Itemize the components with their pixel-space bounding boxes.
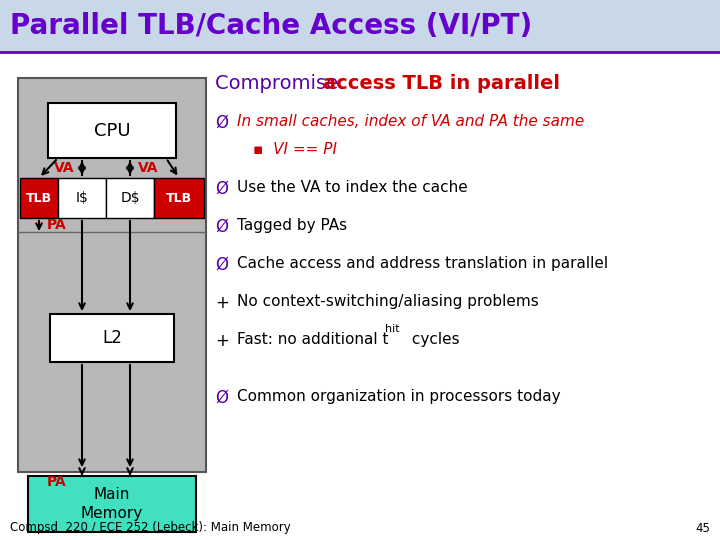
Bar (20, 178, 204, 218)
Text: access TLB in parallel: access TLB in parallel (323, 74, 560, 93)
Text: In small caches, index of VA and PA the same: In small caches, index of VA and PA the … (237, 114, 584, 129)
Text: Use the VA to index the cache: Use the VA to index the cache (237, 180, 468, 195)
Text: CPU: CPU (94, 122, 130, 139)
Bar (154, 178, 204, 218)
Text: VA: VA (138, 161, 158, 175)
Text: Common organization in processors today: Common organization in processors today (237, 389, 561, 404)
Text: TLB: TLB (166, 192, 192, 205)
Text: +: + (215, 294, 229, 312)
Text: Ø: Ø (215, 114, 228, 132)
Text: D$: D$ (120, 191, 140, 205)
Text: 45: 45 (695, 522, 710, 535)
Text: Parallel TLB/Cache Access (VI/PT): Parallel TLB/Cache Access (VI/PT) (10, 12, 532, 40)
Bar (58, 178, 106, 218)
Bar (48, 103, 176, 158)
Bar (20, 178, 58, 218)
Bar (18, 78, 206, 472)
Bar (50, 314, 174, 362)
Text: Compsd  220 / ECE 252 (Lebeck): Main Memory: Compsd 220 / ECE 252 (Lebeck): Main Memo… (10, 522, 291, 535)
Text: +: + (215, 332, 229, 350)
Text: I$: I$ (76, 191, 89, 205)
Text: hit: hit (385, 324, 400, 334)
Text: Cache access and address translation in parallel: Cache access and address translation in … (237, 256, 608, 271)
Text: Main
Memory: Main Memory (81, 487, 143, 521)
Text: Ø: Ø (215, 389, 228, 407)
Text: Tagged by PAs: Tagged by PAs (237, 218, 347, 233)
Text: cycles: cycles (407, 332, 459, 347)
Text: Ø: Ø (215, 256, 228, 274)
Bar (0, 0, 720, 52)
Text: PA: PA (47, 475, 67, 489)
Text: Ø: Ø (215, 180, 228, 198)
Text: Ø: Ø (215, 218, 228, 236)
Text: Fast: no additional t: Fast: no additional t (237, 332, 389, 347)
Text: L2: L2 (102, 329, 122, 347)
Text: ▪  VI == PI: ▪ VI == PI (253, 142, 337, 157)
Text: VA: VA (53, 161, 74, 175)
Text: No context-switching/aliasing problems: No context-switching/aliasing problems (237, 294, 539, 309)
Bar (106, 178, 154, 218)
Text: Compromise:: Compromise: (215, 74, 351, 93)
Text: TLB: TLB (26, 192, 52, 205)
Bar (28, 476, 196, 532)
Text: PA: PA (47, 218, 67, 232)
